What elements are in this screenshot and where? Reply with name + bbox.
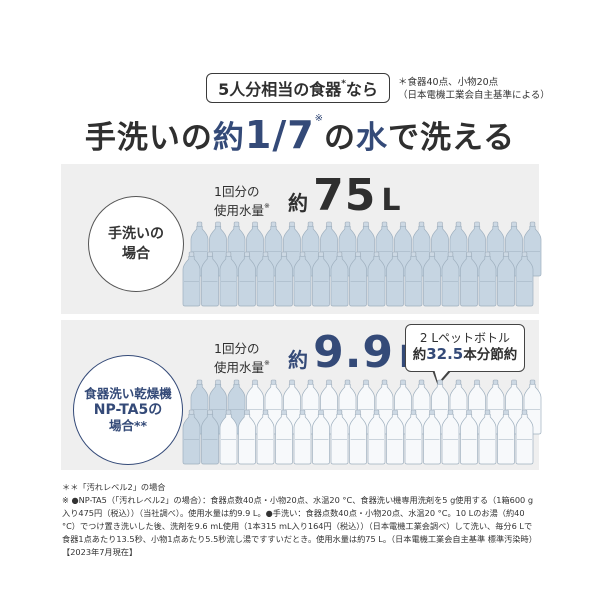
title-part4: の (324, 120, 357, 156)
dishwasher-bottle (219, 409, 238, 465)
dishwasher-circle-line1: 食器洗い乾燥機 (84, 386, 172, 401)
handwash-bottle (386, 251, 404, 307)
savings-callout: 2 Lペットボトル 約32.5本分節約 (405, 324, 525, 372)
badge-mark: * (341, 79, 346, 89)
header-note: ＊食器40点、小物20点 （日本電機工業会自主基準による） (398, 76, 550, 102)
dishwasher-bottle (423, 409, 441, 465)
callout-tail-inner (433, 369, 450, 383)
dishwasher-bottle (275, 409, 293, 465)
dishwasher-label-mark: ※ (264, 359, 270, 367)
handwash-bottle (441, 251, 460, 307)
callout-value: 32.5 (426, 345, 464, 363)
handwash-bottle (182, 251, 201, 307)
dishwasher-label-line1: 1回分の (214, 341, 260, 356)
handwash-bottle (256, 251, 275, 307)
handwash-label-line1: 1回分の (214, 184, 260, 199)
dishwasher-bottle (256, 409, 275, 465)
dishwasher-bottle (312, 409, 330, 465)
dishwasher-approx: 約 (288, 348, 308, 372)
handwash-bottle (275, 251, 293, 307)
dishwasher-bottle (497, 409, 515, 465)
handwash-bottle (478, 251, 497, 307)
dishwasher-bottle (293, 409, 312, 465)
handwash-bottle (312, 251, 330, 307)
handwash-bottle (219, 251, 238, 307)
dishwasher-bottle (201, 409, 219, 465)
handwash-bottle (330, 251, 349, 307)
callout-suffix: 本分節約 (463, 347, 518, 363)
footnotes: ＊＊「汚れレベル2」の場合 ※ ●NP-TA5（「汚れレベル2」の場合）：食器点… (62, 481, 538, 559)
dishwasher-bottle (330, 409, 349, 465)
handwash-bottles (182, 221, 542, 307)
handwash-label-mark: ※ (264, 202, 270, 210)
handwash-unit: L (381, 183, 401, 218)
badge-text: 5人分相当の食器 (218, 80, 342, 99)
handwash-value: 75 (313, 170, 377, 221)
dishwasher-bottle (515, 409, 534, 465)
title-fraction: 1/7 (244, 113, 315, 157)
footnote-line1: ＊＊「汚れレベル2」の場合 (62, 482, 166, 492)
handwash-label-line2: 使用水量 (214, 203, 265, 219)
handwash-circle: 手洗いの 場合 (88, 196, 184, 292)
badge-suffix: なら (345, 80, 378, 99)
dishwasher-amount: 約 9.9 L (288, 327, 418, 378)
handwash-bottle (515, 251, 534, 307)
handwash-bottle (497, 251, 515, 307)
title-mark: ※ (314, 112, 325, 124)
dishwasher-circle: 食器洗い乾燥機 NP-TA5の 場合** (73, 355, 183, 465)
title-part2: 約 (212, 120, 245, 156)
handwash-approx: 約 (288, 191, 308, 215)
dishwasher-bottle (182, 409, 201, 465)
header-note-line2: （日本電機工業会自主基準による） (398, 90, 550, 101)
title-part6: で洗える (388, 120, 516, 156)
handwash-bottle (423, 251, 441, 307)
handwash-bottle (201, 251, 219, 307)
dishwasher-bottle (386, 409, 404, 465)
handwash-circle-line2: 場合 (122, 246, 150, 262)
dishwasher-bottle (367, 409, 386, 465)
handwash-bottle (349, 251, 367, 307)
dishwasher-bottle (349, 409, 367, 465)
dishwasher-bottle (478, 409, 497, 465)
dishwasher-amount-label: 1回分の 使用水量※ (214, 341, 270, 376)
dishwasher-circle-line3: 場合** (108, 418, 148, 433)
dishwasher-bottle (441, 409, 460, 465)
title-part1: 手洗いの (84, 120, 213, 156)
footnote-line2: ※ ●NP-TA5（「汚れレベル2」の場合）：食器点数40点・小物20点、水温2… (62, 495, 537, 557)
dishwasher-value: 9.9 (313, 327, 395, 378)
handwash-amount: 約 75 L (288, 170, 401, 221)
title-part5: 水 (356, 120, 389, 156)
dishwasher-bottle (238, 409, 256, 465)
handwash-bottle (293, 251, 312, 307)
dishwasher-bottle (460, 409, 478, 465)
dishwasher-bottles (182, 379, 542, 465)
dishwasher-label-line2: 使用水量 (214, 360, 265, 376)
header-note-line1: ＊食器40点、小物20点 (398, 77, 499, 88)
handwash-amount-label: 1回分の 使用水量※ (214, 184, 270, 219)
handwash-bottle (238, 251, 256, 307)
page-title: 手洗いの約1/7※の水で洗える (0, 112, 600, 157)
dishwasher-bottle (404, 409, 423, 465)
handwash-bottle (404, 251, 423, 307)
handwash-circle-line1: 手洗いの (108, 226, 164, 242)
callout-line1: 2 Lペットボトル (419, 331, 511, 345)
callout-pre: 約 (412, 347, 427, 363)
dishwasher-circle-line2: NP-TA5の (93, 402, 163, 418)
handwash-bottle (460, 251, 478, 307)
dish-amount-badge: 5人分相当の食器 * なら (206, 73, 390, 103)
handwash-bottle (367, 251, 386, 307)
